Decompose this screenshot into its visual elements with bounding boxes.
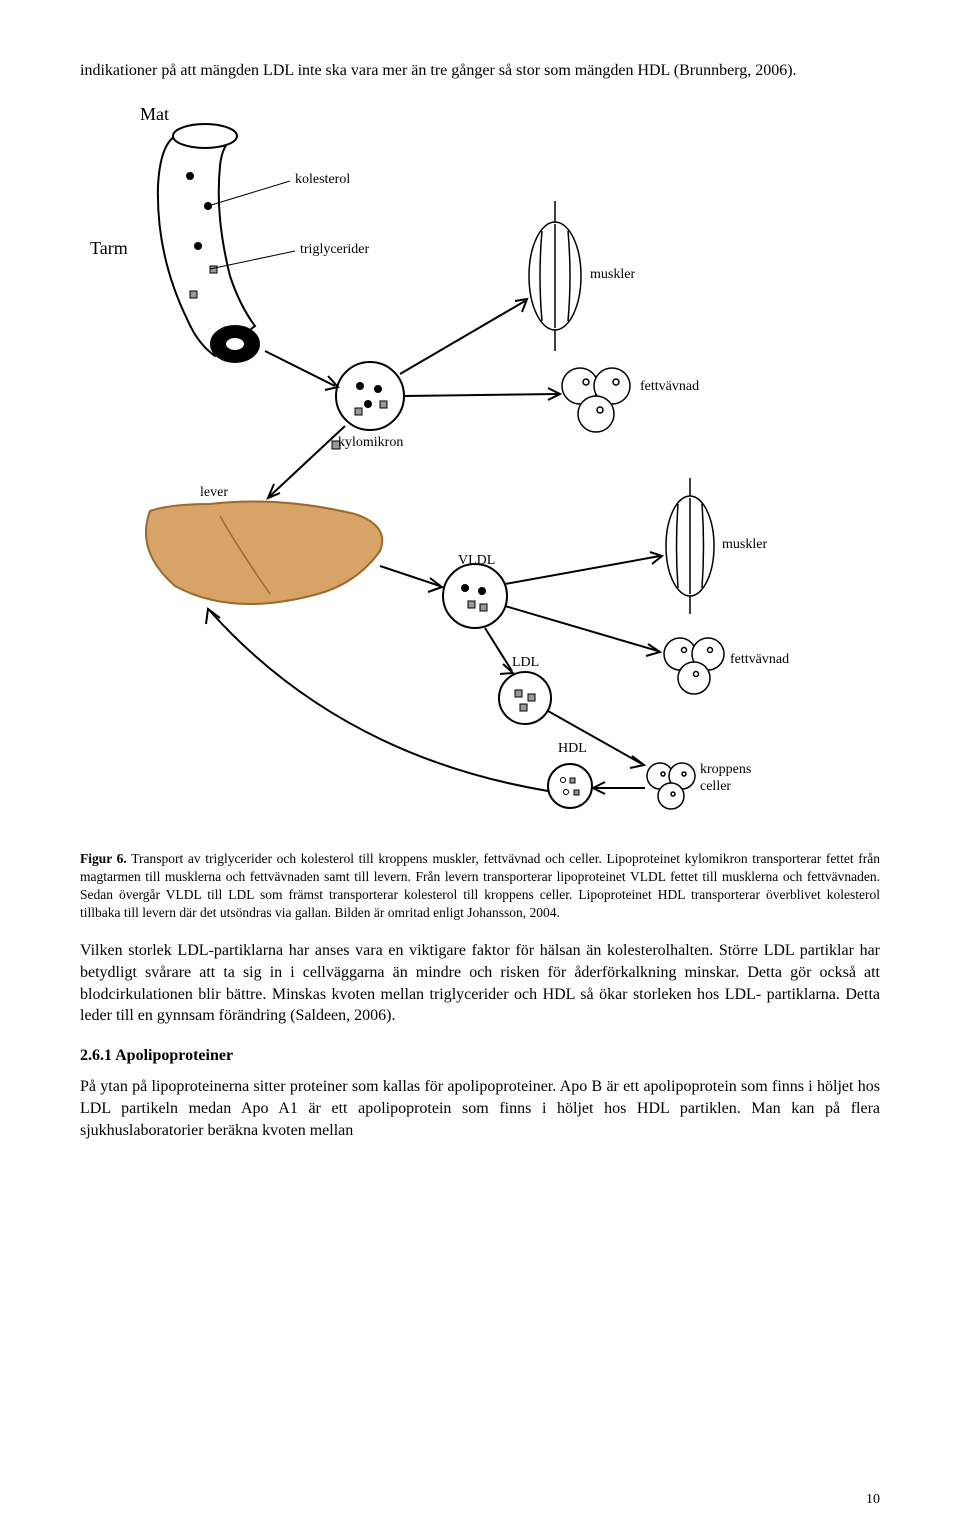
figure-caption-number: Figur 6. <box>80 851 127 866</box>
label-fettvavnad-2: fettvävnad <box>730 651 789 670</box>
section-paragraph: På ytan på lipoproteinerna sitter protei… <box>80 1076 880 1141</box>
figure-caption: Figur 6. Transport av triglycerider och … <box>80 850 880 923</box>
label-tarm: Tarm <box>90 236 128 260</box>
label-triglycerider: triglycerider <box>300 241 369 260</box>
label-kylomikron: kylomikron <box>338 434 403 453</box>
intro-paragraph: indikationer på att mängden LDL inte ska… <box>80 60 880 82</box>
section-heading: 2.6.1 Apolipoproteiner <box>80 1045 880 1067</box>
label-hdl: HDL <box>558 740 587 759</box>
figure-caption-text: Transport av triglycerider och kolestero… <box>80 851 880 921</box>
label-muskler-2: muskler <box>722 536 767 555</box>
label-vldl: VLDL <box>458 552 495 571</box>
page-number: 10 <box>866 1491 880 1510</box>
label-celler: celler <box>700 778 731 797</box>
label-fettvavnad-1: fettvävnad <box>640 378 699 397</box>
label-lever: lever <box>200 484 228 503</box>
label-kolesterol: kolesterol <box>295 171 350 190</box>
diagram-svg <box>80 96 880 836</box>
label-muskler-1: muskler <box>590 266 635 285</box>
label-mat: Mat <box>140 102 169 126</box>
lipoprotein-diagram: Mat Tarm kolesterol triglycerider muskle… <box>80 96 880 836</box>
body-paragraph: Vilken storlek LDL-partiklarna har anses… <box>80 940 880 1026</box>
label-ldl: LDL <box>512 654 539 673</box>
